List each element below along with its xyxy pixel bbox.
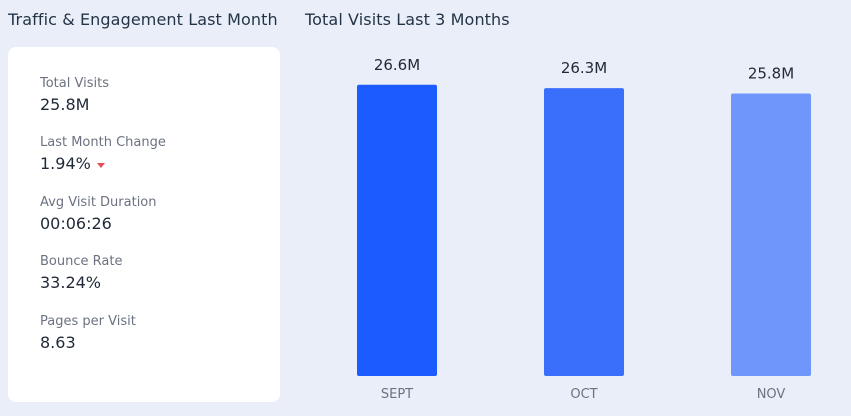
metric-label: Bounce Rate — [40, 254, 123, 269]
metrics-card: Total Visits 25.8M Last Month Change 1.9… — [8, 47, 280, 402]
metric-label: Pages per Visit — [40, 314, 136, 329]
metric-value: 33.24% — [40, 273, 122, 293]
metric-value-text: 33.24% — [40, 273, 102, 292]
bar-sept[interactable] — [357, 84, 437, 377]
metric-label: Last Month Change — [40, 135, 166, 150]
x-tick-label: NOV — [757, 387, 786, 402]
chart-title: Total Visits Last 3 Months — [305, 10, 510, 29]
bar-chart: 26.6M SEPT 26.3M OCT 25.8M NOV — [357, 56, 811, 402]
bar-value-label: 26.6M — [374, 56, 420, 74]
bar-value-label: 25.8M — [748, 65, 794, 83]
metric-value-text: 00:06:26 — [40, 214, 112, 233]
left-panel-title: Traffic & Engagement Last Month — [8, 10, 278, 29]
metric-value-text: 1.94% — [40, 154, 91, 173]
bar-nov[interactable] — [731, 93, 811, 376]
metric-avg-visit-duration: Avg Visit Duration 00:06:26 — [40, 195, 157, 234]
metric-pages-per-visit: Pages per Visit 8.63 — [40, 314, 136, 353]
metric-label: Total Visits — [40, 76, 109, 91]
bar-oct[interactable] — [544, 88, 624, 376]
metric-label: Avg Visit Duration — [40, 195, 157, 210]
metric-value: 8.63 — [40, 333, 136, 353]
metric-value: 1.94% — [40, 154, 166, 174]
metric-bounce-rate: Bounce Rate 33.24% — [40, 254, 122, 293]
metric-value-text: 25.8M — [40, 95, 90, 114]
metric-value-text: 8.63 — [40, 333, 76, 352]
metric-value: 00:06:26 — [40, 214, 157, 234]
metric-last-month-change: Last Month Change 1.94% — [40, 135, 166, 174]
x-tick-label: OCT — [570, 387, 597, 402]
trend-down-icon — [96, 162, 105, 168]
bar-value-label: 26.3M — [561, 59, 607, 77]
metric-total-visits: Total Visits 25.8M — [40, 76, 109, 115]
x-tick-label: SEPT — [381, 387, 413, 402]
metric-value: 25.8M — [40, 95, 109, 115]
